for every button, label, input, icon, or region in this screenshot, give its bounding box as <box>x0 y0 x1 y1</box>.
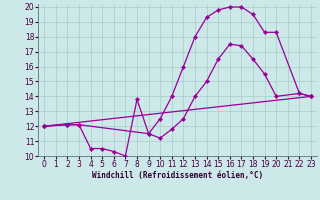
X-axis label: Windchill (Refroidissement éolien,°C): Windchill (Refroidissement éolien,°C) <box>92 171 263 180</box>
